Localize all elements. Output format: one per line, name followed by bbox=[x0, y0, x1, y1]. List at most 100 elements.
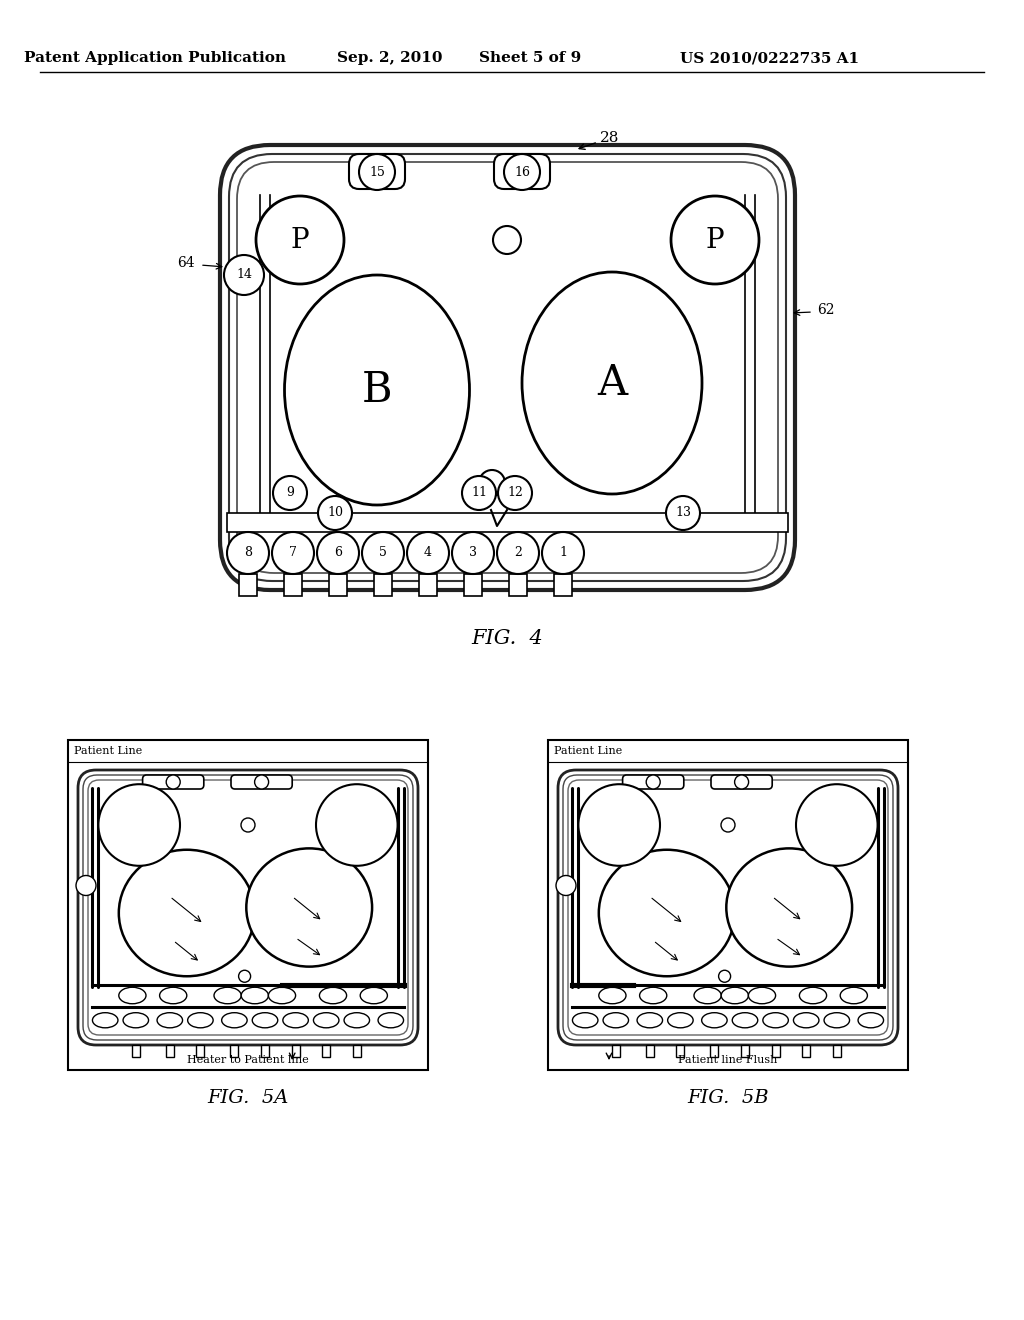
Circle shape bbox=[504, 154, 540, 190]
Ellipse shape bbox=[522, 272, 702, 494]
Circle shape bbox=[671, 195, 759, 284]
Bar bbox=[509, 574, 527, 597]
FancyBboxPatch shape bbox=[494, 154, 550, 189]
Circle shape bbox=[273, 477, 307, 510]
Ellipse shape bbox=[599, 850, 735, 977]
Circle shape bbox=[462, 477, 496, 510]
Text: 1: 1 bbox=[559, 546, 567, 560]
Ellipse shape bbox=[313, 1012, 339, 1028]
Bar bbox=[197, 1045, 205, 1057]
Bar bbox=[554, 574, 572, 597]
Ellipse shape bbox=[344, 1012, 370, 1028]
Text: Sep. 2, 2010: Sep. 2, 2010 bbox=[337, 51, 442, 65]
Ellipse shape bbox=[242, 987, 268, 1003]
Bar bbox=[68, 741, 428, 1071]
Circle shape bbox=[542, 532, 584, 574]
Ellipse shape bbox=[119, 850, 255, 977]
Bar bbox=[611, 1045, 620, 1057]
Ellipse shape bbox=[749, 987, 775, 1003]
Circle shape bbox=[227, 532, 269, 574]
Ellipse shape bbox=[157, 1012, 182, 1028]
Text: FIG.  5A: FIG. 5A bbox=[207, 1089, 289, 1107]
Text: FIG.  4: FIG. 4 bbox=[471, 628, 543, 648]
Circle shape bbox=[646, 775, 660, 789]
Text: 8: 8 bbox=[244, 546, 252, 560]
Text: 6: 6 bbox=[334, 546, 342, 560]
Ellipse shape bbox=[721, 987, 749, 1003]
Ellipse shape bbox=[800, 987, 826, 1003]
Bar bbox=[464, 574, 482, 597]
Text: P: P bbox=[291, 227, 309, 253]
Circle shape bbox=[359, 154, 395, 190]
FancyBboxPatch shape bbox=[220, 145, 795, 590]
Ellipse shape bbox=[732, 1012, 758, 1028]
Ellipse shape bbox=[378, 1012, 403, 1028]
Bar bbox=[711, 1045, 719, 1057]
FancyBboxPatch shape bbox=[623, 775, 684, 789]
Ellipse shape bbox=[92, 1012, 118, 1028]
Ellipse shape bbox=[123, 1012, 148, 1028]
Ellipse shape bbox=[285, 275, 469, 506]
Ellipse shape bbox=[701, 1012, 727, 1028]
Ellipse shape bbox=[360, 987, 387, 1003]
FancyBboxPatch shape bbox=[231, 775, 292, 789]
Text: Sheet 5 of 9: Sheet 5 of 9 bbox=[479, 51, 582, 65]
Text: 64: 64 bbox=[177, 256, 195, 271]
Text: US 2010/0222735 A1: US 2010/0222735 A1 bbox=[680, 51, 859, 65]
Circle shape bbox=[556, 875, 575, 895]
Bar bbox=[227, 513, 788, 532]
Ellipse shape bbox=[640, 987, 667, 1003]
Circle shape bbox=[316, 784, 397, 866]
FancyBboxPatch shape bbox=[558, 770, 898, 1045]
Bar bbox=[833, 1045, 841, 1057]
Bar bbox=[741, 1045, 749, 1057]
Circle shape bbox=[479, 470, 505, 496]
Bar bbox=[239, 574, 257, 597]
Circle shape bbox=[272, 532, 314, 574]
Text: 15: 15 bbox=[369, 165, 385, 178]
FancyBboxPatch shape bbox=[78, 770, 418, 1045]
Text: Patient Line: Patient Line bbox=[554, 746, 623, 756]
Text: 3: 3 bbox=[469, 546, 477, 560]
Text: 10: 10 bbox=[327, 507, 343, 520]
Text: 13: 13 bbox=[675, 507, 691, 520]
Circle shape bbox=[452, 532, 494, 574]
Circle shape bbox=[407, 532, 449, 574]
Circle shape bbox=[255, 775, 268, 789]
Bar bbox=[677, 1045, 684, 1057]
Text: A: A bbox=[597, 362, 627, 404]
FancyBboxPatch shape bbox=[349, 154, 406, 189]
Circle shape bbox=[241, 818, 255, 832]
Ellipse shape bbox=[763, 1012, 788, 1028]
Bar bbox=[323, 1045, 330, 1057]
Bar bbox=[802, 1045, 810, 1057]
Circle shape bbox=[318, 496, 352, 531]
Text: 14: 14 bbox=[236, 268, 252, 281]
Bar bbox=[166, 1045, 174, 1057]
Text: 9: 9 bbox=[286, 487, 294, 499]
Circle shape bbox=[317, 532, 359, 574]
Ellipse shape bbox=[858, 1012, 884, 1028]
Ellipse shape bbox=[603, 1012, 629, 1028]
Bar bbox=[329, 574, 347, 597]
Text: 11: 11 bbox=[471, 487, 487, 499]
Ellipse shape bbox=[794, 1012, 819, 1028]
Ellipse shape bbox=[119, 987, 146, 1003]
Text: Heater to Patient line: Heater to Patient line bbox=[187, 1055, 309, 1065]
Ellipse shape bbox=[668, 1012, 693, 1028]
Circle shape bbox=[796, 784, 878, 866]
Ellipse shape bbox=[824, 1012, 850, 1028]
Ellipse shape bbox=[187, 1012, 213, 1028]
Circle shape bbox=[493, 226, 521, 253]
Circle shape bbox=[239, 970, 251, 982]
Text: 16: 16 bbox=[514, 165, 530, 178]
Circle shape bbox=[719, 970, 730, 982]
Ellipse shape bbox=[268, 987, 296, 1003]
Text: 28: 28 bbox=[600, 131, 620, 145]
Ellipse shape bbox=[319, 987, 346, 1003]
Bar bbox=[230, 1045, 239, 1057]
Bar bbox=[132, 1045, 140, 1057]
Bar bbox=[548, 741, 908, 1071]
Circle shape bbox=[224, 255, 264, 294]
Ellipse shape bbox=[160, 987, 186, 1003]
